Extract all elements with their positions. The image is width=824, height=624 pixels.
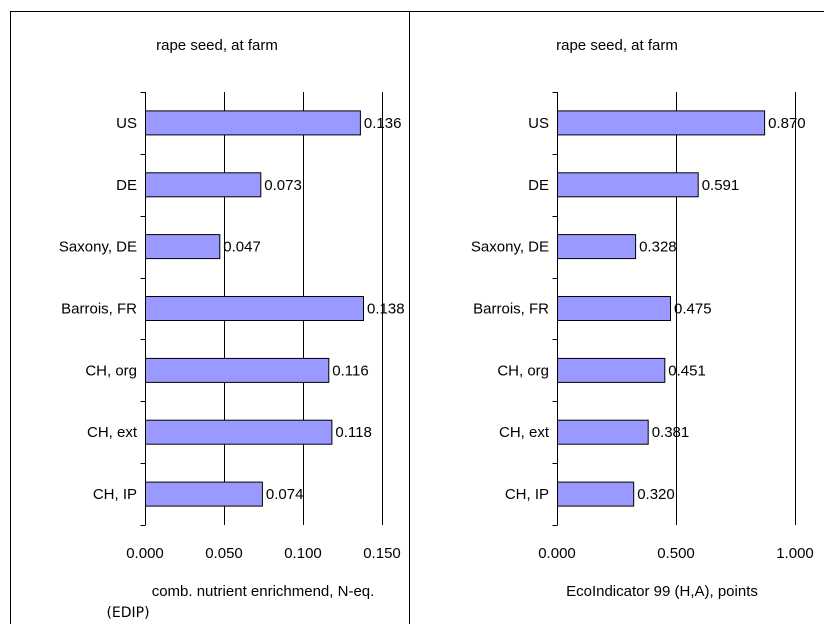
- left-chart-category-label: Barrois, FR: [61, 301, 137, 318]
- left-chart-category-label: US: [116, 115, 137, 132]
- left-chart-title: rape seed, at farm: [156, 37, 278, 54]
- left-chart-bars: [145, 110, 364, 507]
- left-chart-value-label: 0.047: [223, 239, 261, 256]
- left-chart-category-labels: US DE Saxony, DE Barrois, FR CH, org CH, ext C…: [59, 115, 138, 503]
- left-chart-x-tick-label: 0.100: [284, 545, 322, 562]
- right-chart-title: rape seed, at farm: [556, 37, 678, 54]
- left-chart: rape seed, at farm US DE Saxony, DE Barrois…: [59, 37, 405, 621]
- right-chart-bars: [557, 110, 766, 507]
- left-chart-bar: [145, 419, 333, 445]
- left-chart-category-label: CH, org: [85, 362, 137, 379]
- left-chart-value-labels: 0.136 0.073 0.047 0.138 0.116 0.118 0.074: [223, 115, 404, 503]
- right-chart-x-ticks: 0.000 0.500 1.000: [538, 545, 814, 562]
- left-chart-value-label: 0.138: [367, 301, 405, 318]
- right-chart-bar: [557, 110, 766, 136]
- right-chart-x-tick-label: 0.500: [657, 545, 695, 562]
- right-chart-value-labels: 0.870 0.591 0.328 0.475 0.451 0.381 0.320: [637, 115, 805, 503]
- left-chart-x-ticks: 0.000 0.050 0.100 0.150: [126, 545, 401, 562]
- left-chart-value-label: 0.118: [335, 424, 371, 441]
- left-chart-category-label: Saxony, DE: [59, 239, 137, 256]
- right-chart-value-label: 0.381: [652, 424, 690, 441]
- right-chart-category-label: DE: [528, 177, 549, 194]
- right-chart-value-label: 0.328: [639, 239, 677, 256]
- left-chart-category-label: CH, IP: [93, 486, 137, 503]
- right-chart-value-label: 0.591: [702, 177, 740, 194]
- left-chart-x-axis-label-line2: (EDIP): [106, 605, 149, 621]
- left-chart-bar: [145, 296, 364, 321]
- right-chart-value-label: 0.451: [668, 362, 706, 379]
- right-chart-category-label: Saxony, DE: [471, 239, 549, 256]
- left-chart-x-tick-label: 0.150: [363, 545, 401, 562]
- left-chart-value-label: 0.073: [264, 177, 302, 194]
- right-chart-category-label: Barrois, FR: [473, 301, 549, 318]
- right-chart-bar: [557, 357, 666, 383]
- right-chart-category-label: US: [528, 115, 549, 132]
- right-chart-bar: [557, 296, 671, 321]
- left-chart-bar: [145, 357, 330, 383]
- right-chart-category-labels: US DE Saxony, DE Barrois, FR CH, org CH, ext C…: [471, 115, 550, 503]
- right-chart-x-tick-label: 1.000: [776, 545, 814, 562]
- right-chart-bar: [557, 419, 649, 445]
- left-chart-bar: [145, 481, 263, 507]
- right-chart-category-label: CH, ext: [499, 424, 550, 441]
- right-chart-value-label: 0.870: [768, 115, 806, 132]
- left-chart-value-label: 0.136: [364, 115, 402, 132]
- right-chart-bar: [557, 234, 637, 260]
- left-chart-x-tick-label: 0.050: [205, 545, 243, 562]
- left-chart-value-label: 0.074: [266, 486, 304, 503]
- left-chart-bar: [145, 172, 262, 198]
- right-chart-category-label: CH, org: [497, 362, 549, 379]
- right-chart-x-tick-label: 0.000: [538, 545, 576, 562]
- right-chart-value-label: 0.475: [674, 301, 712, 318]
- right-chart-category-label: CH, IP: [505, 486, 549, 503]
- left-chart-x-axis-label: comb. nutrient enrichmend, N-eq.: [152, 583, 375, 600]
- left-chart-category-label: CH, ext: [87, 424, 138, 441]
- right-chart-bar: [557, 172, 699, 198]
- left-chart-category-label: DE: [116, 177, 137, 194]
- right-chart: rape seed, at farm US DE Saxony, DE Barrois…: [471, 37, 814, 600]
- right-chart-frame: [409, 11, 824, 624]
- right-chart-x-axis-label: EcoIndicator 99 (H,A), points: [566, 583, 758, 600]
- right-chart-value-label: 0.320: [637, 486, 675, 503]
- left-chart-value-label: 0.116: [332, 362, 368, 379]
- left-chart-bar: [145, 234, 221, 260]
- left-chart-bar: [145, 110, 361, 136]
- left-chart-x-tick-label: 0.000: [126, 545, 164, 562]
- right-chart-bar: [557, 481, 635, 507]
